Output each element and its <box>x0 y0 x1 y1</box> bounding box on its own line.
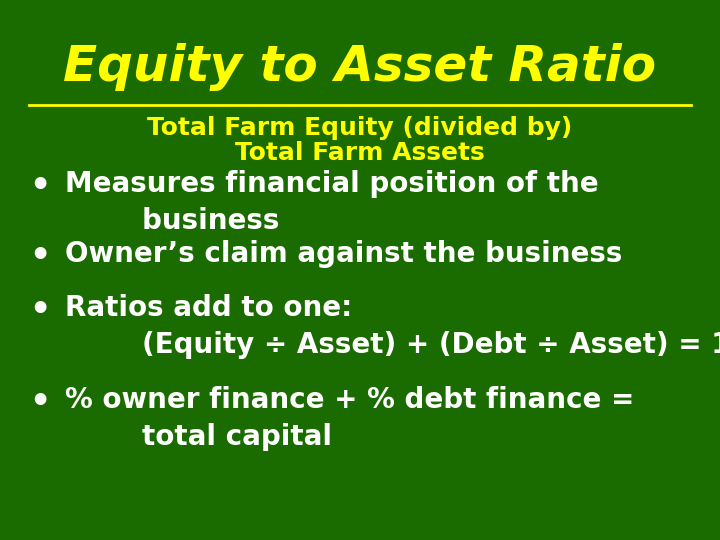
Text: •: • <box>29 386 50 419</box>
Text: •: • <box>29 170 50 203</box>
Text: •: • <box>29 240 50 273</box>
Text: Measures financial position of the
        business: Measures financial position of the busin… <box>65 170 598 235</box>
Text: % owner finance + % debt finance =
        total capital: % owner finance + % debt finance = total… <box>65 386 634 451</box>
Text: Ratios add to one:
        (Equity ÷ Asset) + (Debt ÷ Asset) = 1: Ratios add to one: (Equity ÷ Asset) + (D… <box>65 294 720 359</box>
Text: Owner’s claim against the business: Owner’s claim against the business <box>65 240 622 268</box>
Text: Total Farm Assets: Total Farm Assets <box>235 141 485 165</box>
Text: Equity to Asset Ratio: Equity to Asset Ratio <box>63 43 657 91</box>
Text: •: • <box>29 294 50 327</box>
Text: Total Farm Equity (divided by): Total Farm Equity (divided by) <box>148 116 572 140</box>
